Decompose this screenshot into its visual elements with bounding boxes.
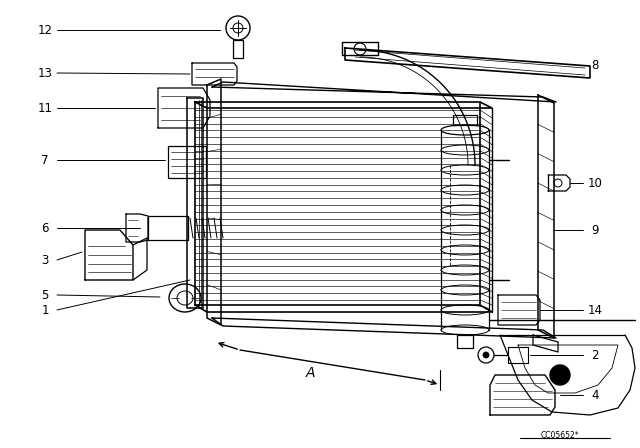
Text: 12: 12 (38, 23, 52, 36)
Text: 11: 11 (38, 102, 52, 115)
Text: CC05652*: CC05652* (541, 431, 579, 439)
Text: 13: 13 (38, 66, 52, 79)
Text: 9: 9 (591, 224, 599, 237)
Text: 14: 14 (588, 303, 602, 316)
Text: 10: 10 (588, 177, 602, 190)
Text: A: A (305, 366, 315, 380)
Text: 5: 5 (42, 289, 49, 302)
Text: 3: 3 (42, 254, 49, 267)
Text: 2: 2 (591, 349, 599, 362)
Text: 6: 6 (41, 221, 49, 234)
Circle shape (550, 365, 570, 385)
Text: 1: 1 (41, 303, 49, 316)
Circle shape (483, 352, 489, 358)
Text: 8: 8 (591, 59, 598, 72)
Text: 7: 7 (41, 154, 49, 167)
Text: 4: 4 (591, 388, 599, 401)
